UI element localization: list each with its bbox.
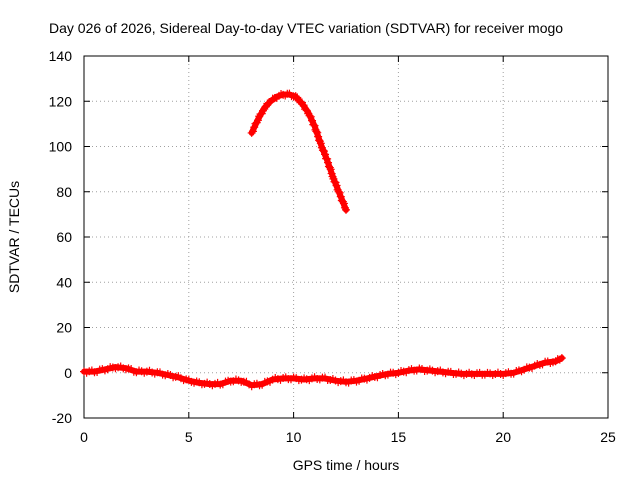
series-arc xyxy=(247,89,350,214)
data-point xyxy=(301,105,310,114)
data-point xyxy=(321,150,330,159)
y-tick-label: 20 xyxy=(56,320,72,336)
data-point xyxy=(334,187,343,196)
data-point xyxy=(557,354,566,363)
y-tick-label: 40 xyxy=(56,274,72,290)
axis-ticks: 0 5 10 15 20 25 -20 0 20 40 60 80 100 120 140 xyxy=(49,48,616,445)
data-point xyxy=(291,92,300,101)
chart-title: Day 026 of 2026, Sidereal Day-to-day VTE… xyxy=(49,20,563,36)
data-point xyxy=(342,205,350,214)
x-axis-label: GPS time / hours xyxy=(293,457,400,473)
data-point xyxy=(316,139,325,148)
grid xyxy=(84,56,608,418)
data-point xyxy=(261,102,270,111)
data-point xyxy=(308,116,317,125)
data-point xyxy=(247,128,256,137)
data-point xyxy=(309,120,318,129)
data-point xyxy=(323,154,332,163)
data-point xyxy=(340,203,349,212)
data-point xyxy=(325,163,334,172)
y-axis-label: SDTVAR / TECUs xyxy=(6,181,22,293)
y-tick-label: 140 xyxy=(49,48,73,64)
data-point xyxy=(310,121,319,130)
data-point xyxy=(326,165,335,174)
x-tick-label: 0 xyxy=(80,429,88,445)
y-tick-label: -20 xyxy=(52,410,72,426)
x-tick-label: 25 xyxy=(600,429,616,445)
data-point xyxy=(250,123,259,132)
x-tick-label: 10 xyxy=(286,429,302,445)
data-point xyxy=(339,199,348,208)
data-point xyxy=(299,101,308,110)
y-tick-label: 80 xyxy=(56,184,72,200)
series-band xyxy=(248,91,349,213)
data-point xyxy=(314,132,323,141)
data-point xyxy=(335,188,344,197)
data-point xyxy=(264,98,273,107)
data-point xyxy=(313,128,322,137)
x-tick-label: 20 xyxy=(495,429,511,445)
y-tick-label: 60 xyxy=(56,229,72,245)
data-point xyxy=(318,146,327,155)
series-layer xyxy=(80,89,566,391)
data-point xyxy=(293,93,302,102)
data-point xyxy=(336,192,345,201)
data-point xyxy=(338,197,347,206)
y-tick-label: 0 xyxy=(64,365,72,381)
y-tick-label: 100 xyxy=(49,139,73,155)
data-point xyxy=(306,112,315,121)
data-point xyxy=(248,127,257,136)
data-point xyxy=(332,181,341,190)
data-point xyxy=(253,116,262,125)
series-baseline xyxy=(80,354,566,391)
x-tick-label: 15 xyxy=(391,429,407,445)
y-tick-label: 120 xyxy=(49,93,73,109)
x-tick-label: 5 xyxy=(185,429,193,445)
data-point xyxy=(312,127,321,136)
data-point xyxy=(305,111,314,120)
data-point xyxy=(324,158,333,167)
